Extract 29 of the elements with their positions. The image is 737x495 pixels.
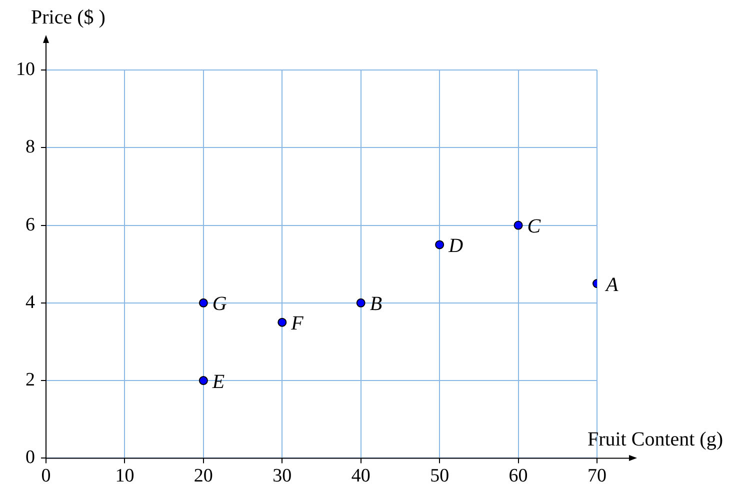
x-tick-label: 0 <box>41 466 51 487</box>
y-tick-label: 4 <box>26 292 36 313</box>
y-axis-title: Price ($ ) <box>31 6 106 28</box>
y-tick-label: 10 <box>16 58 35 80</box>
point <box>435 240 444 250</box>
annotation: C <box>527 216 542 238</box>
y-tick-label: 6 <box>26 214 35 236</box>
x-tick-label: 70 <box>588 466 606 487</box>
x-tick-label: 10 <box>115 466 134 487</box>
x-tick-label: 20 <box>194 466 213 487</box>
annotation: D <box>448 234 464 257</box>
point <box>356 298 366 308</box>
x-tick-label: 40 <box>351 466 370 487</box>
point <box>198 298 208 308</box>
x-axis-title: Fruit Content (g) <box>587 428 723 450</box>
point <box>198 376 208 386</box>
x-tick-label: 50 <box>430 466 450 487</box>
y-tick-label: 0 <box>26 447 35 468</box>
point <box>514 220 523 230</box>
y-tick-label: 2 <box>26 370 35 391</box>
point <box>278 318 287 327</box>
annotation: E <box>211 370 225 393</box>
annotation: B <box>370 293 382 316</box>
x-tick-label: 60 <box>508 466 528 487</box>
annotation: F <box>290 312 304 335</box>
y-tick-label: 8 <box>26 136 35 158</box>
x-tick-label: 30 <box>272 466 292 487</box>
annotation: A <box>604 274 619 296</box>
annotation: G <box>212 293 228 316</box>
